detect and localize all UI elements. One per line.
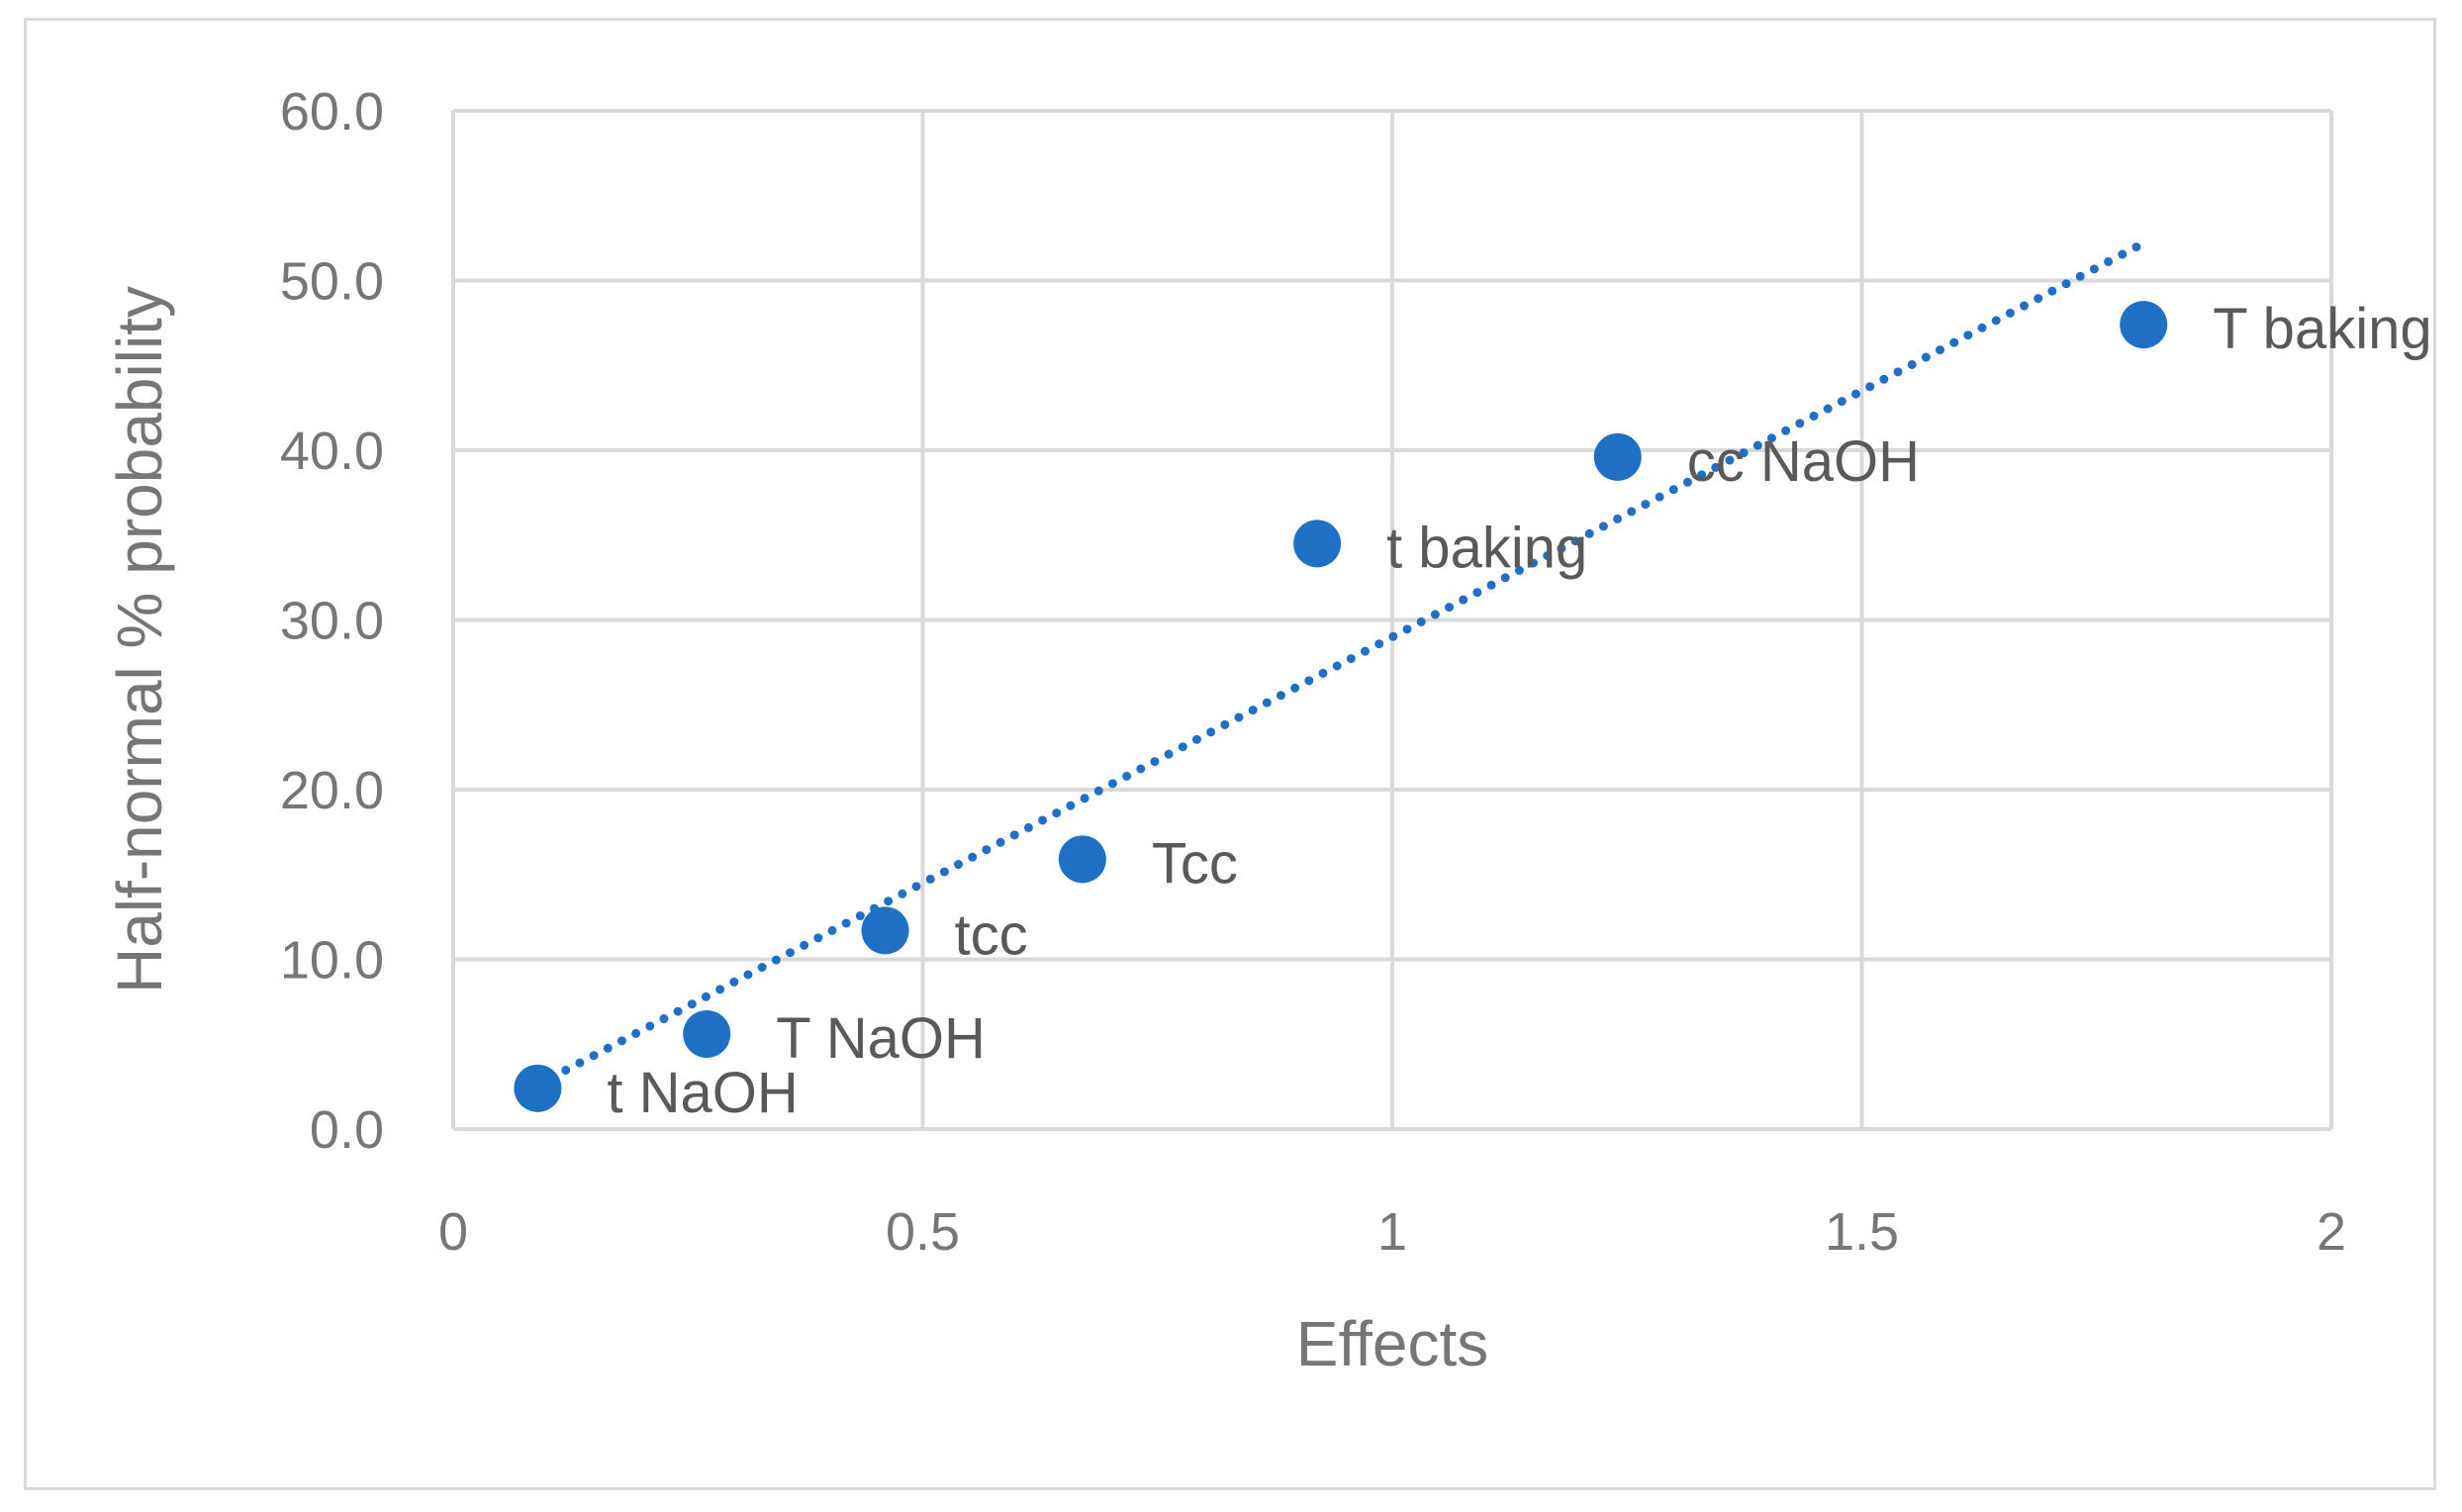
point-label: tcc	[955, 902, 1028, 967]
y-tick-label: 10.0	[280, 931, 384, 991]
data-point	[861, 906, 909, 955]
y-axis-title: Half-normal % probability	[104, 286, 175, 993]
x-tick-label: 1	[1377, 1202, 1407, 1262]
data-point	[1593, 432, 1642, 481]
point-label: t baking	[1386, 516, 1587, 580]
y-tick-label: 30.0	[280, 592, 384, 651]
data-point	[1058, 835, 1106, 884]
data-point	[514, 1064, 562, 1112]
x-tick-label: 2	[2317, 1202, 2346, 1262]
point-label: T NaOH	[776, 1006, 986, 1071]
x-axis-title: Effects	[1296, 1308, 1488, 1379]
gridlines	[451, 109, 2333, 1131]
data-point	[1293, 520, 1342, 568]
y-tick-label: 40.0	[280, 422, 384, 481]
data-point	[2120, 301, 2168, 349]
trendline	[532, 238, 2148, 1089]
y-tick-labels: 0.0 10.0 20.0 30.0 40.0 50.0 60.0	[280, 82, 384, 1160]
y-tick-label: 50.0	[280, 252, 384, 312]
x-tick-label: 0.5	[886, 1202, 960, 1262]
point-label: T baking	[2213, 297, 2431, 361]
x-tick-label: 0	[438, 1202, 468, 1262]
y-tick-label: 0.0	[310, 1100, 384, 1160]
x-tick-label: 1.5	[1825, 1202, 1899, 1262]
x-tick-labels: 0 0.5 1 1.5 2	[438, 1202, 2346, 1262]
y-tick-label: 60.0	[280, 82, 384, 142]
y-tick-label: 20.0	[280, 761, 384, 820]
data-point	[683, 1009, 731, 1058]
point-label: cc NaOH	[1687, 429, 1920, 494]
data-points	[514, 301, 2168, 1112]
point-label: t NaOH	[607, 1061, 798, 1125]
point-label: Tcc	[1152, 831, 1238, 896]
chart-frame	[24, 18, 2436, 1490]
trendline-group	[532, 238, 2148, 1089]
